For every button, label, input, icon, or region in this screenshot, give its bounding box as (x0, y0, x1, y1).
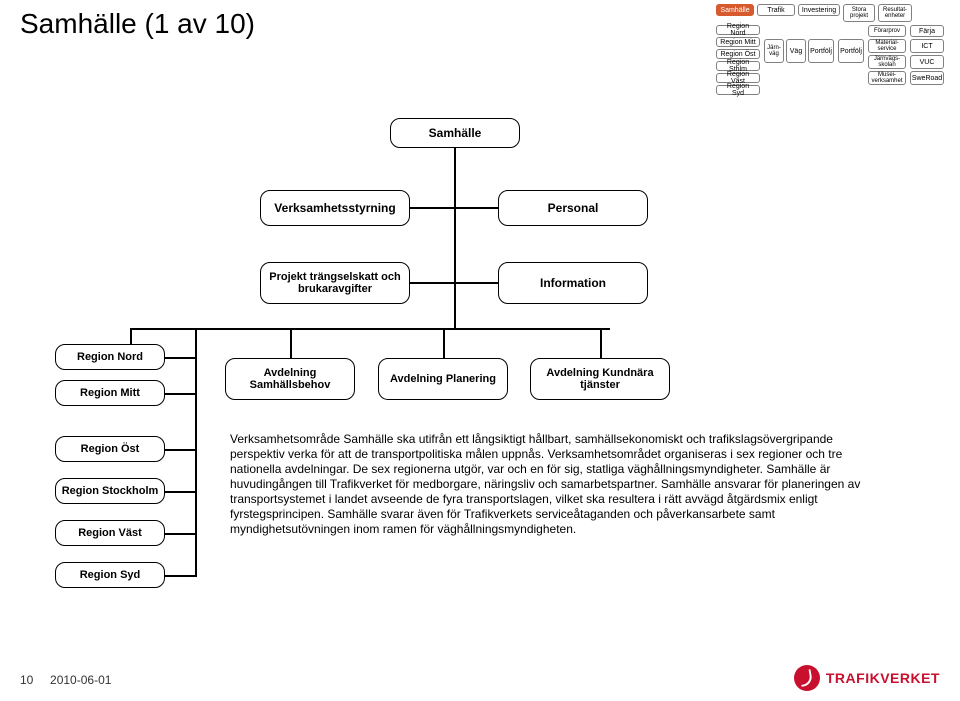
connector (410, 207, 498, 209)
connector (290, 328, 292, 358)
mini-r2: SweRoad (910, 71, 944, 85)
logo-text: TRAFIKVERKET (826, 670, 940, 686)
description-text: Verksamhetsområde Samhälle ska utifrån e… (230, 432, 870, 537)
node-projekt: Projekt trängselskatt och brukaravgifter (260, 262, 410, 304)
mini-r2: ICT (910, 39, 944, 53)
mini-org-chart: Samhälle Trafik Investering Stora projek… (716, 4, 944, 95)
mini-right-col2: Färja ICT VUC SweRoad (910, 25, 944, 85)
mini-region: Region Mitt (716, 37, 760, 47)
node-region: Region Öst (55, 436, 165, 462)
connector (165, 533, 195, 535)
page-title: Samhälle (1 av 10) (20, 8, 255, 40)
mini-regions-col: Region Nord Region Mitt Region Öst Regio… (716, 25, 760, 95)
node-avd: Avdelning Kundnära tjänster (530, 358, 670, 400)
trafikverket-icon (794, 665, 820, 691)
node-root: Samhälle (390, 118, 520, 148)
mini-region: Region Öst (716, 49, 760, 59)
mini-r2: Färja (910, 25, 944, 37)
node-avd: Avdelning Samhällsbehov (225, 358, 355, 400)
mini-top-investering: Investering (798, 4, 840, 16)
mini-top-samhalle: Samhälle (716, 4, 754, 16)
mini-region: Region Nord (716, 25, 760, 35)
connector (600, 328, 602, 358)
connector (165, 575, 195, 577)
node-information: Information (498, 262, 648, 304)
mini-mid: Väg (786, 39, 806, 63)
connector (165, 393, 195, 395)
connector (195, 328, 197, 577)
connector (454, 148, 456, 328)
connector (130, 328, 610, 330)
mini-region: Region Syd (716, 85, 760, 95)
node-avd: Avdelning Planering (378, 358, 508, 400)
node-region: Region Mitt (55, 380, 165, 406)
mini-r1: Järnvägs-skolan (868, 55, 906, 69)
connector (165, 491, 195, 493)
mini-r1: Förarprov (868, 25, 906, 37)
slide: Samhälle (1 av 10) Samhälle Trafik Inves… (0, 0, 960, 701)
mini-region: Region Sthlm (716, 61, 760, 71)
node-region: Region Syd (55, 562, 165, 588)
node-region: Region Nord (55, 344, 165, 370)
mini-mid: Portfölj (808, 39, 834, 63)
mini-r1: Material-service (868, 39, 906, 53)
mini-mid: Järn-väg (764, 39, 784, 63)
mini-r1: Musei-verksamhet (868, 71, 906, 85)
connector (130, 328, 132, 344)
mini-mid-single: Portfölj (838, 39, 864, 63)
footer: 10 2010-06-01 (20, 673, 111, 687)
node-verksamhetsstyrning: Verksamhetsstyrning (260, 190, 410, 226)
node-personal: Personal (498, 190, 648, 226)
footer-date: 2010-06-01 (50, 673, 111, 687)
connector (443, 328, 445, 358)
mini-top-resultat: Resultat-enheter (878, 4, 912, 22)
connector (165, 449, 195, 451)
node-region: Region Stockholm (55, 478, 165, 504)
mini-top-stora: Stora projekt (843, 4, 875, 22)
mini-top-trafik: Trafik (757, 4, 795, 16)
node-region: Region Väst (55, 520, 165, 546)
mini-region: Region Väst (716, 73, 760, 83)
mini-r2: VUC (910, 55, 944, 69)
mini-right-col1: Förarprov Material-service Järnvägs-skol… (868, 25, 906, 85)
connector (165, 357, 195, 359)
page-number: 10 (20, 673, 33, 687)
connector (410, 282, 498, 284)
logo: TRAFIKVERKET (794, 665, 940, 691)
